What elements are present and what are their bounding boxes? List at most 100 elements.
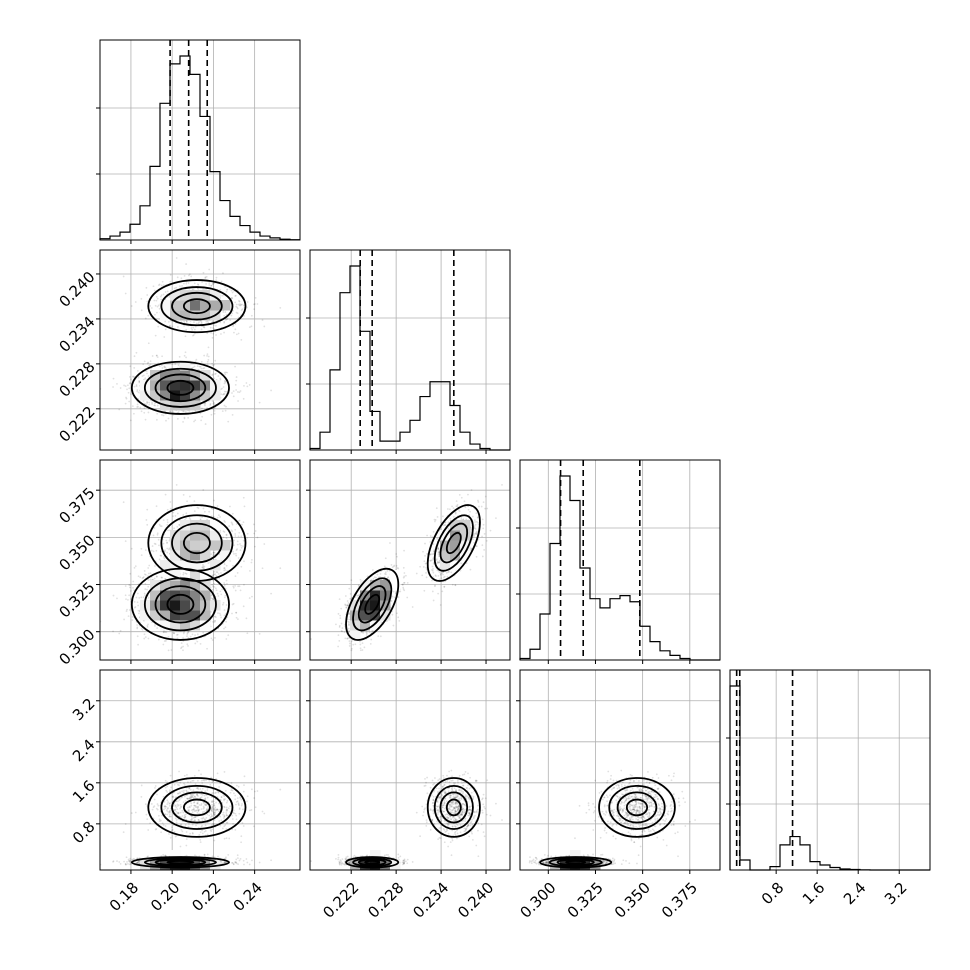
scatter-point xyxy=(205,320,208,323)
scatter-point xyxy=(206,353,209,356)
scatter-point xyxy=(211,374,214,377)
scatter-point xyxy=(350,647,353,650)
scatter-point xyxy=(185,320,188,323)
scatter-point xyxy=(234,295,237,297)
scatter-point xyxy=(158,523,161,526)
scatter-point xyxy=(237,618,239,621)
scatter-point xyxy=(205,283,207,285)
scatter-point xyxy=(396,612,398,615)
scatter-point xyxy=(226,288,229,291)
scatter-point xyxy=(148,364,151,367)
panel-plot-area xyxy=(100,257,282,450)
scatter-point xyxy=(157,284,160,287)
scatter-point xyxy=(240,535,243,538)
scatter-point xyxy=(207,355,210,358)
scatter-point xyxy=(136,626,139,629)
scatter-point xyxy=(484,507,486,510)
scatter-point xyxy=(429,535,432,537)
scatter-point xyxy=(112,594,115,597)
scatter-point xyxy=(451,583,454,586)
scatter-point xyxy=(182,649,184,652)
scatter-point xyxy=(119,387,122,389)
scatter-point xyxy=(163,556,165,558)
histogram-step xyxy=(519,475,720,661)
scatter-point xyxy=(127,391,130,394)
contour-level-4-mode-2 xyxy=(147,504,247,582)
scatter-point xyxy=(161,414,163,416)
scatter-point xyxy=(118,632,121,635)
scatter-point xyxy=(245,382,248,384)
scatter-point xyxy=(189,320,192,322)
scatter-point xyxy=(200,360,203,363)
scatter-point xyxy=(235,305,238,308)
scatter-point xyxy=(349,592,352,595)
scatter-point xyxy=(154,404,157,407)
scatter-point xyxy=(132,580,135,583)
density-bin xyxy=(210,390,221,401)
scatter-point xyxy=(124,594,127,597)
scatter-point xyxy=(163,366,166,369)
scatter-point xyxy=(403,549,405,552)
scatter-point xyxy=(154,402,156,405)
scatter-point xyxy=(161,280,164,283)
scatter-point xyxy=(489,529,492,532)
scatter-point xyxy=(136,403,139,406)
scatter-point xyxy=(235,376,238,378)
scatter-point xyxy=(180,277,183,280)
scatter-point xyxy=(238,304,241,307)
scatter-point xyxy=(160,364,163,367)
scatter-point xyxy=(131,619,134,621)
scatter-point xyxy=(279,567,282,570)
scatter-point xyxy=(254,530,257,532)
scatter-point xyxy=(235,389,238,391)
scatter-point xyxy=(201,566,203,569)
scatter-point xyxy=(161,355,163,358)
scatter-point xyxy=(350,649,353,652)
scatter-point xyxy=(128,609,131,611)
scatter-point xyxy=(156,297,159,300)
panel-frame xyxy=(729,669,931,871)
scatter-point xyxy=(361,649,364,651)
scatter-point xyxy=(126,388,128,391)
scatter-point xyxy=(214,324,217,327)
scatter-point xyxy=(223,393,225,396)
scatter-point xyxy=(154,543,157,546)
scatter-point xyxy=(145,519,148,521)
scatter-point xyxy=(235,611,238,614)
scatter-point xyxy=(236,312,239,315)
density-bin xyxy=(180,400,191,411)
scatter-point xyxy=(208,284,211,286)
scatter-point xyxy=(370,638,373,641)
panel-background xyxy=(520,460,720,660)
scatter-point xyxy=(226,288,228,291)
scatter-point xyxy=(197,322,200,325)
scatter-point xyxy=(212,327,215,329)
scatter-point xyxy=(212,364,214,367)
scatter-point xyxy=(212,574,215,577)
scatter-point xyxy=(206,332,209,335)
scatter-point xyxy=(229,287,231,290)
scatter-point xyxy=(193,328,196,331)
scatter-point xyxy=(477,501,480,503)
scatter-point xyxy=(227,420,230,423)
scatter-point xyxy=(221,387,223,390)
scatter-point xyxy=(234,589,237,592)
scatter-point xyxy=(139,576,142,579)
scatter-point xyxy=(224,409,227,412)
scatter-point xyxy=(210,413,213,416)
scatter-point xyxy=(176,276,179,279)
scatter-point xyxy=(156,532,159,535)
scatter-point xyxy=(130,547,133,550)
scatter-point xyxy=(149,572,152,575)
scatter-point xyxy=(205,275,208,278)
scatter-point xyxy=(192,326,195,329)
scatter-point xyxy=(143,407,146,410)
scatter-point xyxy=(136,406,138,408)
scatter-point xyxy=(485,540,488,542)
scatter-point xyxy=(163,336,166,338)
scatter-point xyxy=(250,558,253,561)
scatter-point xyxy=(223,582,226,584)
scatter-point xyxy=(227,634,230,637)
scatter-point xyxy=(137,575,140,578)
scatter-point xyxy=(185,328,188,331)
